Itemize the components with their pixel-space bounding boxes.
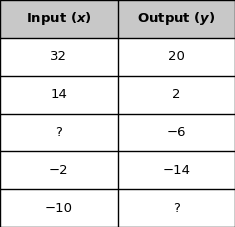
Text: ?: ? — [173, 202, 180, 215]
Text: −6: −6 — [167, 126, 186, 139]
Text: 32: 32 — [50, 50, 67, 63]
Text: ?: ? — [55, 126, 62, 139]
Text: −2: −2 — [49, 164, 69, 177]
Text: 14: 14 — [50, 88, 67, 101]
Text: −14: −14 — [162, 164, 190, 177]
Bar — [0, 0, 235, 38]
Text: 2: 2 — [172, 88, 180, 101]
Text: Output ($\bfit{y}$): Output ($\bfit{y}$) — [137, 10, 215, 27]
Text: 20: 20 — [168, 50, 185, 63]
Text: Input ($\bfit{x}$): Input ($\bfit{x}$) — [26, 10, 92, 27]
Text: −10: −10 — [45, 202, 73, 215]
